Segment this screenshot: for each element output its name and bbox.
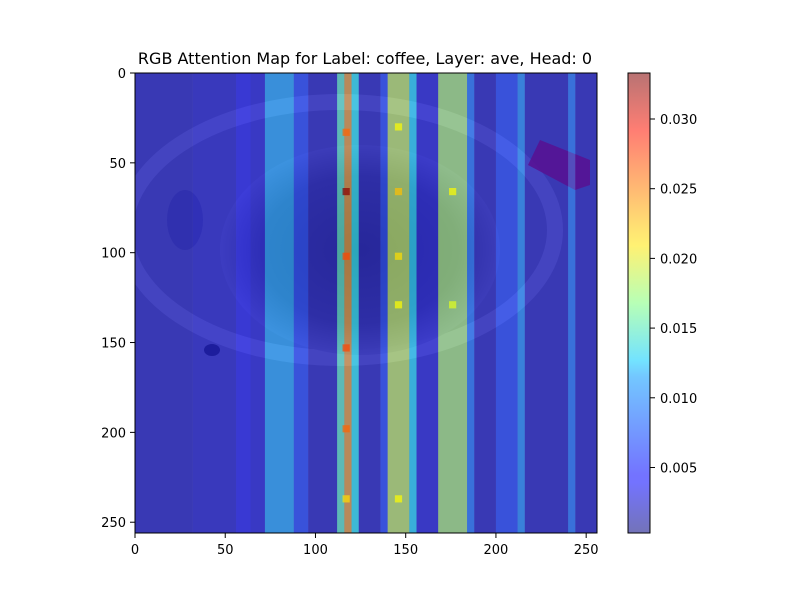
colorbar-tick-label: 0.015: [660, 322, 697, 337]
attention-hotspot: [342, 425, 350, 433]
attention-band: [351, 73, 359, 533]
y-tick-label: 0: [118, 67, 126, 82]
x-tick-label: 100: [303, 543, 328, 558]
y-tick-label: 50: [109, 157, 126, 172]
attention-band: [135, 73, 193, 533]
colorbar-ticks: 0.005 0.010 0.015 0.020 0.025 0.030: [650, 113, 697, 476]
attention-band: [524, 73, 569, 533]
y-tick-label: 100: [101, 247, 126, 262]
x-tick-label: 150: [393, 543, 418, 558]
attention-band: [250, 73, 265, 533]
colorbar-gradient: [628, 73, 650, 533]
attention-band: [358, 73, 381, 533]
attention-band: [474, 73, 496, 533]
attention-band: [416, 73, 439, 533]
attention-band: [409, 73, 417, 533]
y-tick-label: 200: [101, 426, 126, 441]
x-tick-label: 250: [574, 543, 599, 558]
attention-band: [264, 73, 294, 533]
attention-band: [337, 73, 345, 533]
colorbar-tick-label: 0.025: [660, 183, 697, 198]
attention-hotspot: [449, 301, 457, 309]
colorbar-tick-label: 0.005: [660, 461, 697, 476]
attention-band: [236, 73, 251, 533]
attention-band: [517, 73, 525, 533]
attention-hotspot: [449, 188, 457, 196]
y-tick-label: 150: [101, 337, 126, 352]
colorbar: 0.005 0.010 0.015 0.020 0.025 0.030: [627, 72, 697, 534]
y-tick-label: 250: [101, 516, 126, 531]
attention-hotspot: [342, 344, 350, 352]
attention-band: [308, 73, 338, 533]
x-axis: 0 50 100 150 200 250: [131, 533, 599, 558]
x-tick-label: 0: [131, 543, 139, 558]
x-tick-label: 200: [484, 543, 509, 558]
attention-band: [293, 73, 309, 533]
attention-band: [568, 73, 576, 533]
colorbar-tick-label: 0.030: [660, 113, 697, 128]
attention-hotspots: [342, 123, 457, 503]
attention-hotspot: [394, 188, 403, 196]
attention-band: [192, 73, 237, 533]
attention-hotspot: [342, 188, 350, 196]
attention-hotspot: [342, 252, 350, 260]
attention-hotspot: [394, 301, 403, 309]
colorbar-tick-label: 0.010: [660, 392, 697, 407]
chart-title: RGB Attention Map for Label: coffee, Lay…: [138, 49, 592, 68]
attention-band: [344, 73, 352, 533]
colorbar-frame: [627, 72, 651, 534]
colorbar-tick-label: 0.020: [660, 252, 697, 267]
attention-hotspot: [342, 495, 350, 503]
attention-band: [380, 73, 388, 533]
y-axis: 0 50 100 150 200 250: [101, 67, 135, 531]
attention-hotspot: [394, 252, 403, 260]
attention-band: [575, 73, 597, 533]
heatmap-area: [135, 73, 597, 533]
attention-band: [495, 73, 518, 533]
attention-hotspot: [394, 123, 403, 131]
attention-hotspot: [342, 128, 350, 136]
x-tick-label: 50: [217, 543, 234, 558]
attention-hotspot: [394, 495, 403, 503]
plot-frame: [134, 72, 598, 534]
attention-bands: [135, 73, 597, 533]
attention-band: [467, 73, 475, 533]
